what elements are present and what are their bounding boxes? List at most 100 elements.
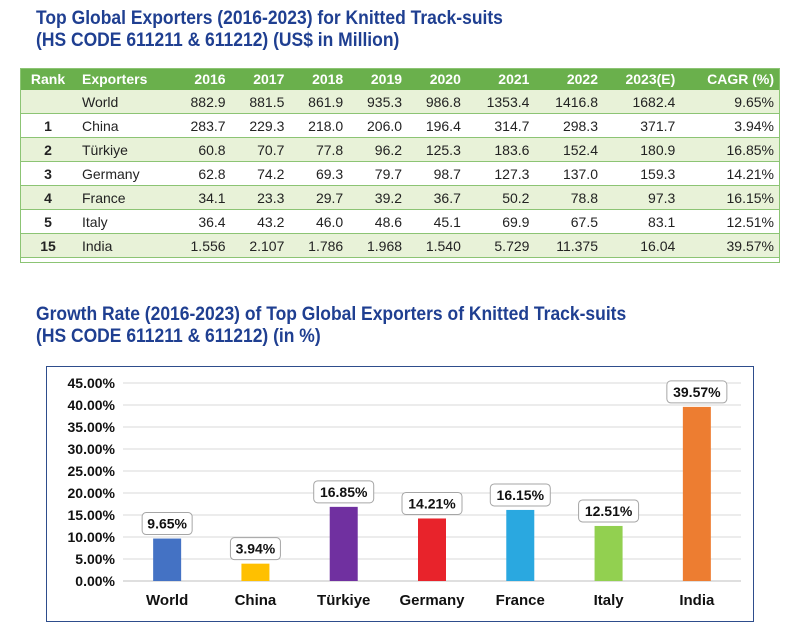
table-cell: 67.5 bbox=[535, 209, 604, 234]
table-cell: 861.9 bbox=[290, 90, 350, 114]
data-label: 16.85% bbox=[320, 484, 368, 500]
table-cell: 2 bbox=[20, 137, 76, 162]
x-tick-label: World bbox=[146, 592, 188, 609]
table-cell: 69.9 bbox=[466, 209, 536, 234]
table-header-cell: 2018 bbox=[290, 68, 350, 90]
bar bbox=[506, 509, 535, 581]
x-tick-label: France bbox=[496, 592, 545, 609]
table-cell: 1353.4 bbox=[466, 90, 536, 114]
table-cell: 83.1 bbox=[604, 209, 682, 234]
table-cell: 69.3 bbox=[290, 161, 350, 186]
table-header-row: Rank Exporters 2016 2017 2018 2019 2020 2021 202… bbox=[20, 68, 780, 90]
table-cell: 45.1 bbox=[408, 209, 467, 234]
table-cell: 127.3 bbox=[466, 161, 536, 186]
table-cell: 96.2 bbox=[349, 137, 409, 162]
table-row: 2 Türkiye 60.8 70.7 77.8 96.2 125.3 183.6 152.4 1… bbox=[20, 137, 780, 162]
y-tick-label: 25.00% bbox=[68, 463, 116, 479]
table-cell: 180.9 bbox=[604, 137, 682, 162]
table-cell: 15 bbox=[20, 233, 76, 258]
x-tick-label: China bbox=[235, 592, 277, 609]
exporters-table-container: Rank Exporters 2016 2017 2018 2019 2020 2021 202… bbox=[20, 68, 780, 261]
table-cell: 39.2 bbox=[349, 185, 409, 210]
table-cell: 74.2 bbox=[231, 161, 291, 186]
table-cell: 79.7 bbox=[349, 161, 409, 186]
data-label: 16.15% bbox=[497, 487, 545, 503]
table-cell: 881.5 bbox=[231, 90, 291, 114]
data-label-box bbox=[666, 380, 728, 404]
bar bbox=[153, 538, 182, 581]
table-cell: Italy bbox=[76, 209, 173, 234]
growth-rate-chart-frame: 0.00% 5.00% 10.00% 15.00% 20.00% 25.00% 30.00%… bbox=[46, 366, 754, 622]
table-header-cell: 2019 bbox=[349, 68, 409, 90]
table-cell: 78.8 bbox=[535, 185, 604, 210]
table-row: 5 Italy 36.4 43.2 46.0 48.6 45.1 69.9 67.5 83.1 12… bbox=[20, 209, 780, 234]
table-cell: 298.3 bbox=[535, 113, 604, 138]
table-cell: 1.968 bbox=[349, 233, 409, 258]
data-label-box bbox=[578, 499, 640, 523]
table-cell: 1 bbox=[20, 113, 76, 138]
table-cell: 218.0 bbox=[290, 113, 350, 138]
chart-title-line2: (HS CODE 611211 & 611212) (in %) bbox=[36, 326, 321, 347]
table-cell: 2.107 bbox=[231, 233, 291, 258]
table-header-cell: 2016 bbox=[172, 68, 232, 90]
table-cell: 159.3 bbox=[604, 161, 682, 186]
table-title-line2: (HS CODE 611211 & 611212) (US$ in Millio… bbox=[36, 30, 400, 51]
data-label: 12.51% bbox=[585, 503, 633, 519]
table-cell: 16.15% bbox=[681, 185, 780, 210]
table-cell: 3 bbox=[20, 161, 76, 186]
data-label-box bbox=[141, 512, 193, 536]
bar bbox=[329, 506, 358, 581]
x-tick-label: Italy bbox=[594, 592, 625, 609]
table-cell: 229.3 bbox=[231, 113, 291, 138]
table-header-cell: Rank bbox=[20, 68, 76, 90]
table-cell: 77.8 bbox=[290, 137, 350, 162]
bar bbox=[682, 406, 711, 581]
chart-title: Growth Rate (2016-2023) of Top Global Ex… bbox=[36, 304, 626, 348]
table-cell: 70.7 bbox=[231, 137, 291, 162]
table-cell: 5 bbox=[20, 209, 76, 234]
table-cell: 1.540 bbox=[408, 233, 467, 258]
table-cell: 137.0 bbox=[535, 161, 604, 186]
data-label: 9.65% bbox=[147, 516, 187, 532]
table-cell bbox=[20, 90, 76, 114]
table-cell: 183.6 bbox=[466, 137, 536, 162]
y-tick-label: 15.00% bbox=[68, 507, 116, 523]
table-cell: 986.8 bbox=[408, 90, 467, 114]
table-cell: 152.4 bbox=[535, 137, 604, 162]
bar bbox=[594, 525, 623, 581]
table-cell: 283.7 bbox=[172, 113, 232, 138]
table-row: 4 France 34.1 23.3 29.7 39.2 36.7 50.2 78.8 97.3 1… bbox=[20, 185, 780, 210]
table-cell: France bbox=[76, 185, 173, 210]
data-label-box bbox=[401, 491, 463, 515]
table-cell: 14.21% bbox=[681, 161, 780, 186]
y-tick-label: 10.00% bbox=[68, 529, 116, 545]
table-cell: 97.3 bbox=[604, 185, 682, 210]
table-cell: 1.786 bbox=[290, 233, 350, 258]
table-header-cell: 2021 bbox=[466, 68, 536, 90]
table-cell: 16.04 bbox=[604, 233, 682, 258]
table-cell: Türkiye bbox=[76, 137, 173, 162]
table-cell: 206.0 bbox=[349, 113, 409, 138]
table-cell: 16.85% bbox=[681, 137, 780, 162]
table-header-cell: 2023(E) bbox=[604, 68, 682, 90]
table-header-cell: CAGR (%) bbox=[681, 68, 780, 90]
table-header-cell: 2022 bbox=[535, 68, 604, 90]
bar bbox=[418, 518, 446, 581]
table-cell: 98.7 bbox=[408, 161, 467, 186]
table-cell: 60.8 bbox=[172, 137, 232, 162]
table-cell: 1416.8 bbox=[535, 90, 604, 114]
y-tick-label: 45.00% bbox=[68, 375, 116, 391]
x-tick-label: Germany bbox=[399, 592, 465, 609]
table-row: World 882.9 881.5 861.9 935.3 986.8 1353.4 1416… bbox=[20, 90, 780, 114]
table-cell: 4 bbox=[20, 185, 76, 210]
table-cell: 371.7 bbox=[604, 113, 682, 138]
table-cell: 935.3 bbox=[349, 90, 409, 114]
table-cell: 23.3 bbox=[231, 185, 291, 210]
data-label-box bbox=[313, 480, 375, 504]
table-cell: 1.556 bbox=[172, 233, 232, 258]
table-cell: 29.7 bbox=[290, 185, 350, 210]
table-cell: 39.57% bbox=[681, 233, 780, 258]
table-cell: 11.375 bbox=[535, 233, 604, 258]
table-cell: 36.4 bbox=[172, 209, 232, 234]
table-cell: Germany bbox=[76, 161, 173, 186]
